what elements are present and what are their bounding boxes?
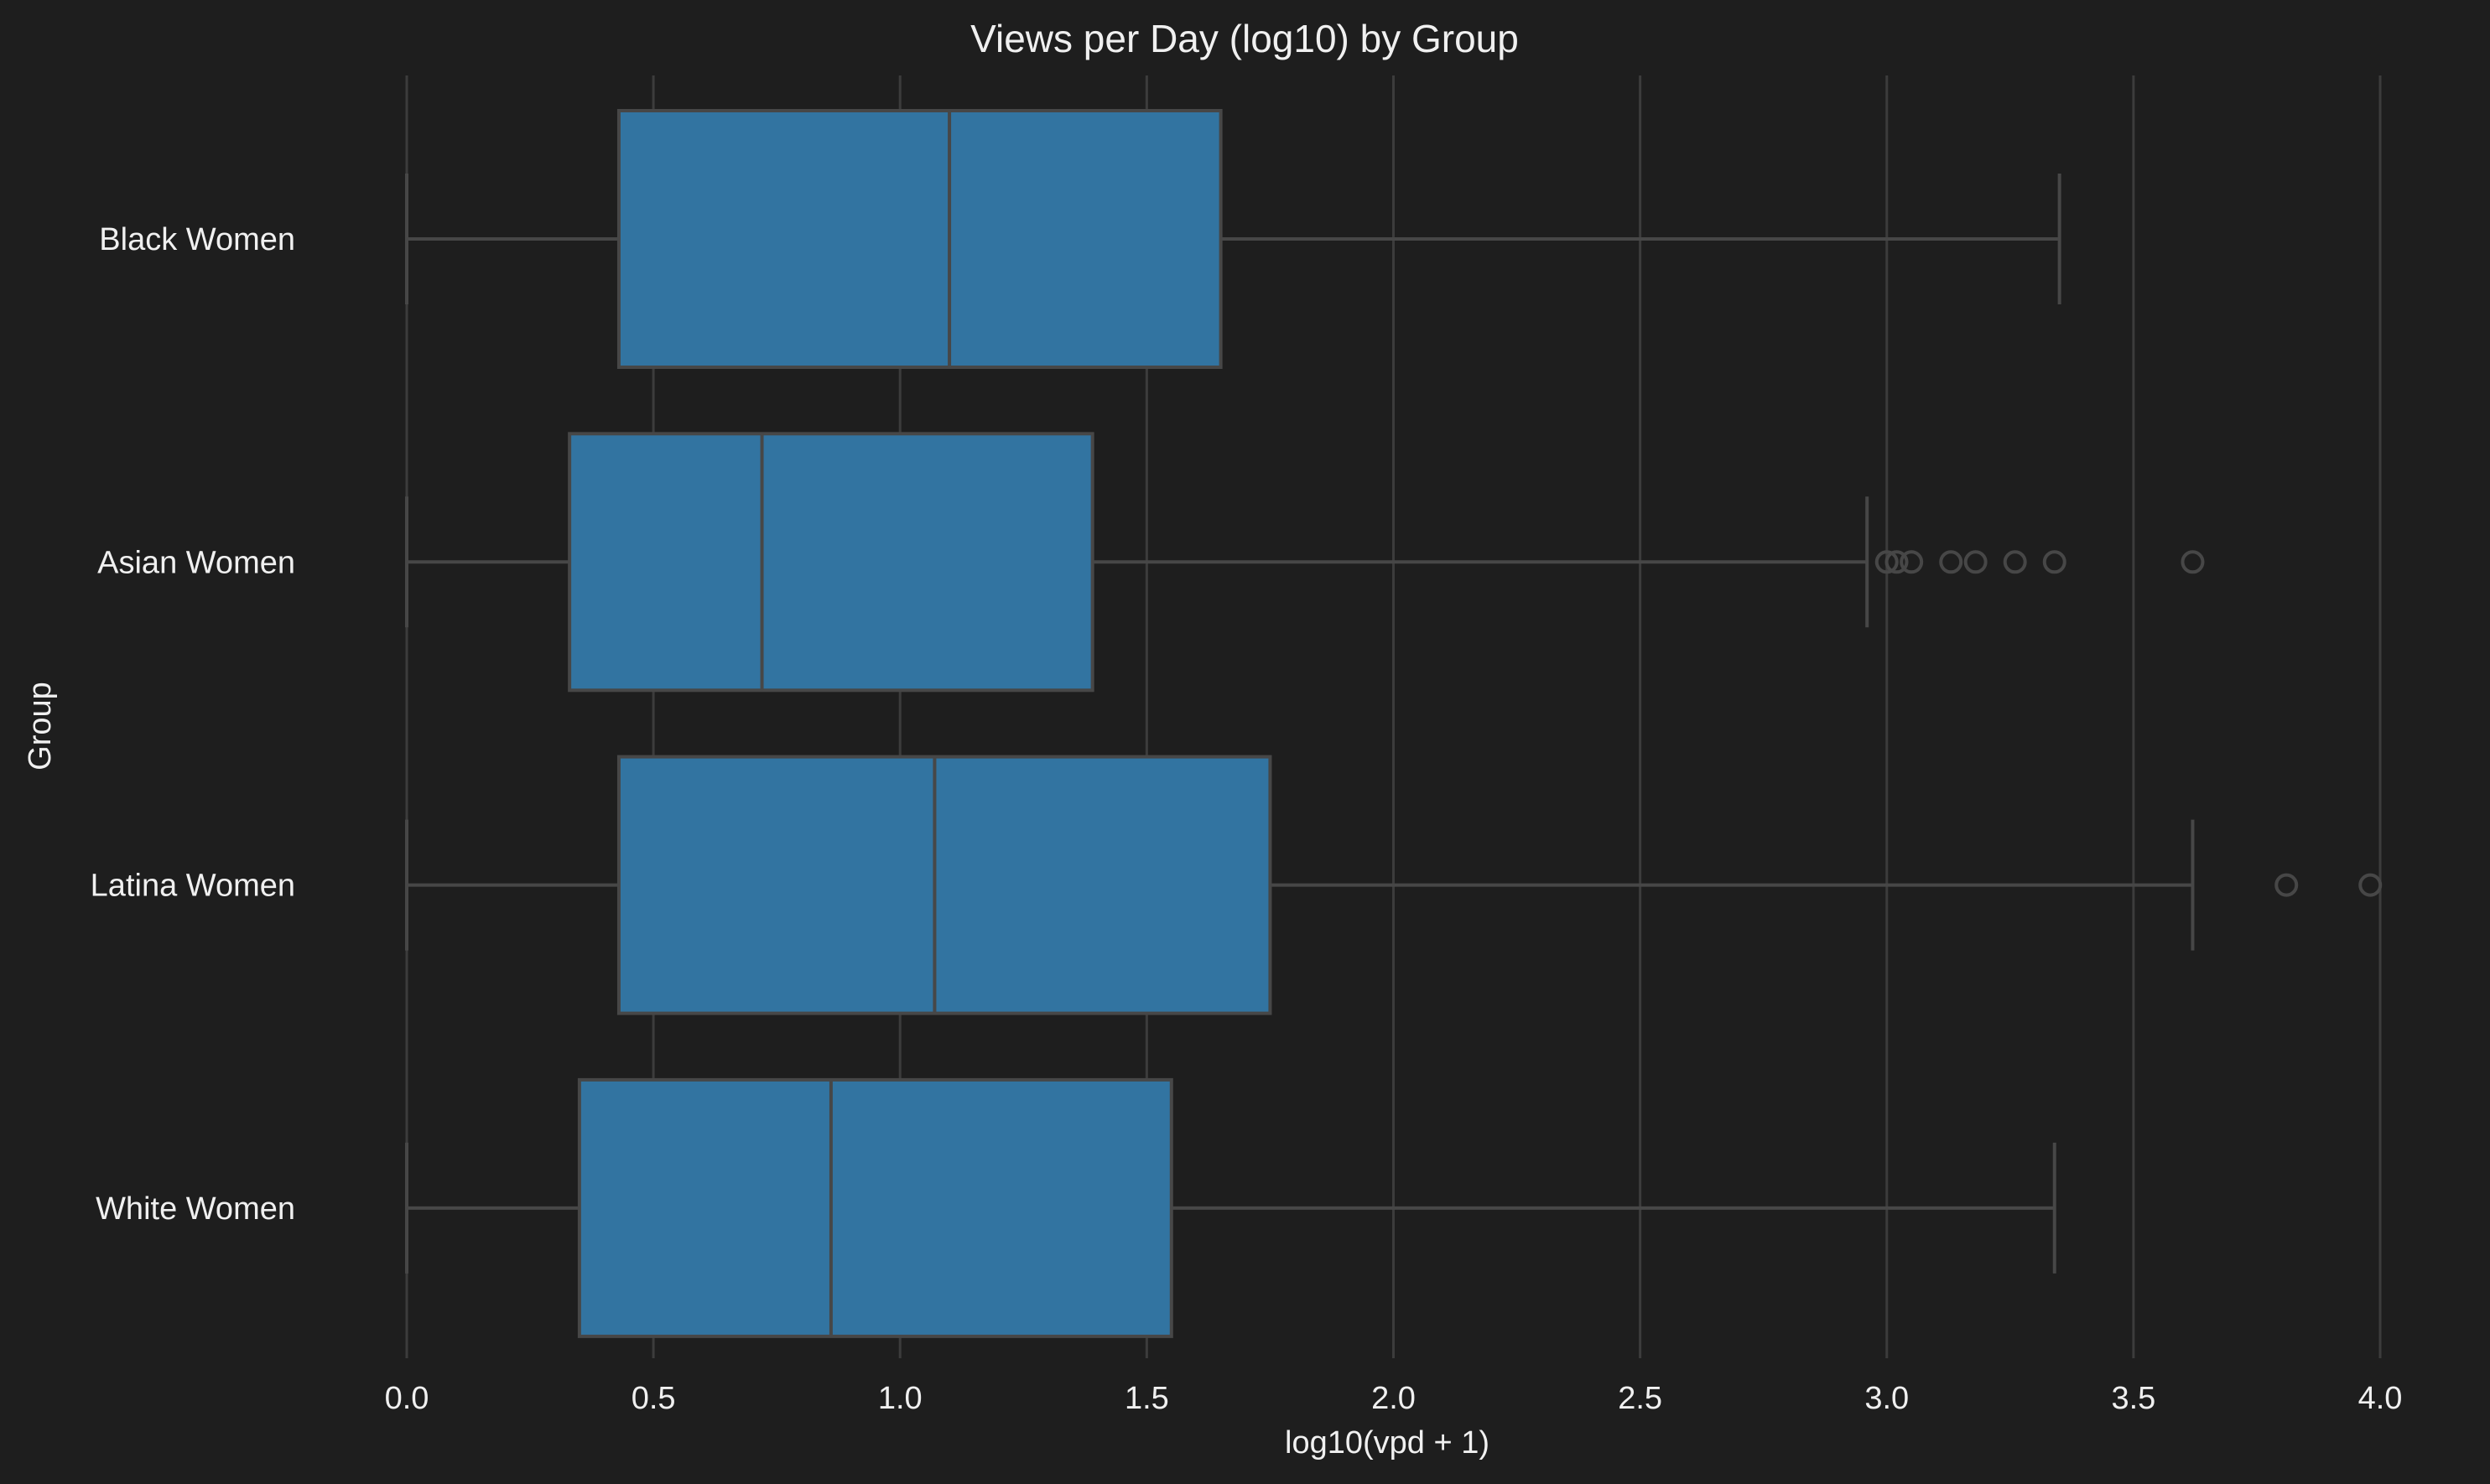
- x-tick-label: 1.5: [1125, 1381, 1169, 1416]
- y-category-label: Black Women: [99, 222, 295, 257]
- y-axis-label: Group: [23, 682, 58, 771]
- outlier-point: [1900, 550, 1924, 574]
- y-category-label: White Women: [96, 1191, 295, 1227]
- x-tick-label: 2.0: [1371, 1381, 1416, 1416]
- iqr-box: [568, 432, 1094, 693]
- x-tick-label: 0.0: [385, 1381, 429, 1416]
- x-axis-ticks: 0.0 0.5 1.0 1.5 2.0 2.5 3.0 3.5 4.0: [385, 1381, 2403, 1416]
- chart-title: Views per Day (log10) by Group: [970, 17, 1519, 60]
- x-tick-label: 4.0: [2358, 1381, 2403, 1416]
- iqr-box: [616, 109, 1223, 369]
- outlier-point: [2274, 873, 2299, 897]
- y-axis-categories: Black Women Asian Women Latina Women White …: [91, 222, 295, 1227]
- box-group: [405, 1077, 2056, 1338]
- outlier-point: [1939, 550, 1963, 574]
- y-category-label: Latina Women: [91, 869, 295, 904]
- box-group: [405, 755, 2383, 1015]
- box-series: [405, 109, 2383, 1338]
- box-group: [405, 432, 2205, 693]
- x-tick-label: 3.0: [1864, 1381, 1909, 1416]
- outlier-point: [1963, 550, 1988, 574]
- box-group: [405, 109, 2061, 369]
- iqr-box: [577, 1077, 1173, 1338]
- outlier-point: [2181, 550, 2205, 574]
- x-tick-label: 1.0: [878, 1381, 923, 1416]
- outlier-point: [1884, 550, 1909, 574]
- outlier-point: [2042, 550, 2066, 574]
- x-tick-label: 2.5: [1618, 1381, 1662, 1416]
- x-tick-label: 3.5: [2111, 1381, 2155, 1416]
- outlier-point: [1874, 550, 1899, 574]
- y-category-label: Asian Women: [97, 545, 295, 580]
- outlier-point: [2358, 873, 2383, 897]
- outlier-point: [2003, 550, 2027, 574]
- iqr-box: [616, 755, 1272, 1015]
- x-axis-label: log10(vpd + 1): [1285, 1425, 1489, 1461]
- x-tick-label: 0.5: [632, 1381, 676, 1416]
